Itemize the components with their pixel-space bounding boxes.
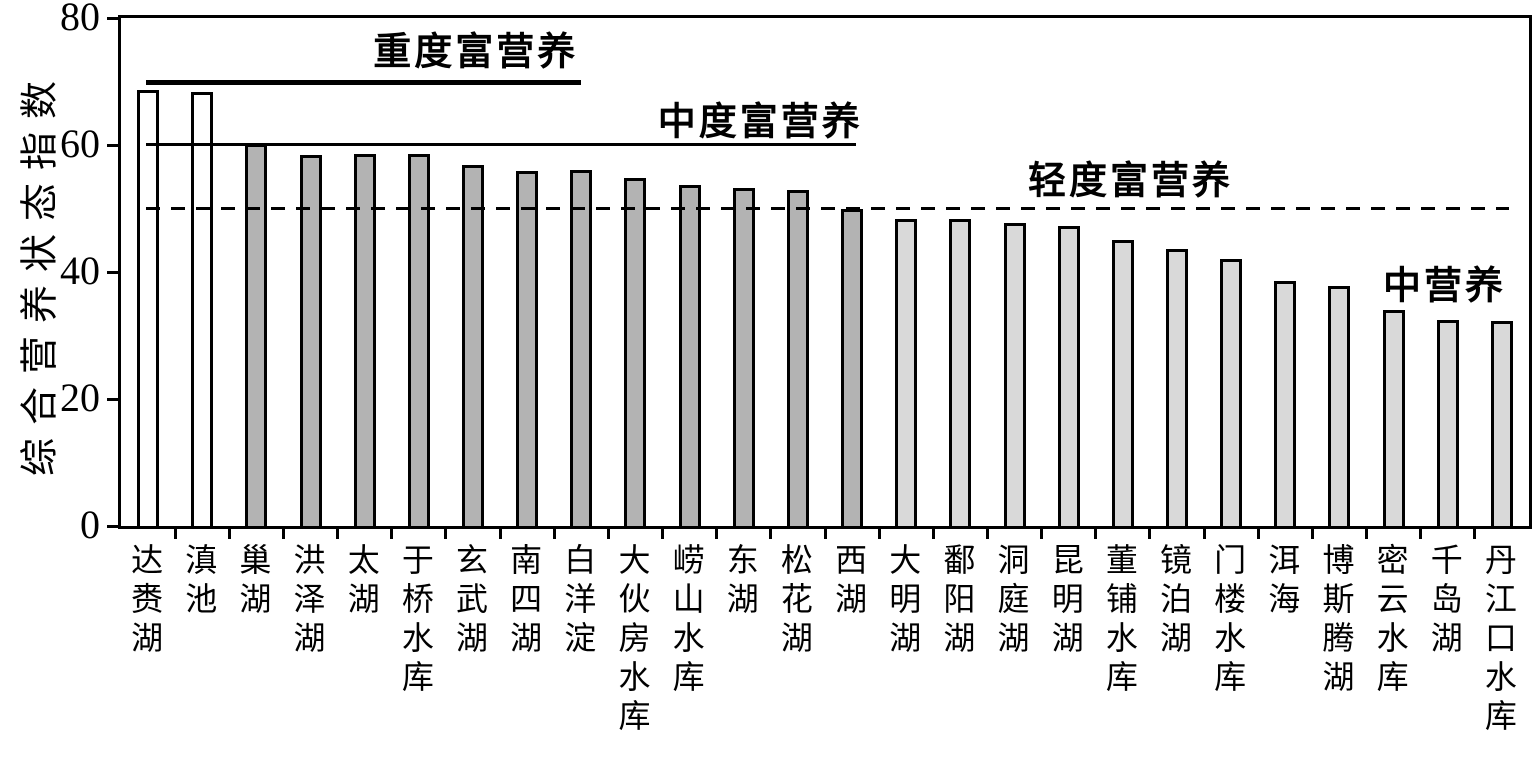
x-tick-1	[173, 526, 177, 539]
x-label-洱海: 洱海	[1264, 543, 1301, 621]
x-tick-23	[1365, 526, 1369, 539]
bar-巢湖	[245, 143, 268, 526]
x-label-大伙房水库: 大伙房水库	[614, 543, 651, 738]
y-tick-20	[107, 397, 118, 401]
bar-太湖	[353, 153, 376, 526]
bar-门楼水库	[1220, 258, 1243, 526]
x-label-达赉湖: 达赉湖	[127, 543, 164, 660]
bar-大伙房水库	[624, 178, 647, 526]
x-label-巢湖: 巢湖	[235, 543, 272, 621]
x-label-董铺水库: 董铺水库	[1101, 543, 1138, 699]
zone-label-中营养: 中营养	[1383, 265, 1507, 308]
bar-千岛湖	[1436, 320, 1459, 526]
x-tick-24	[1419, 526, 1423, 539]
bar-洱海	[1274, 280, 1297, 526]
bar-于桥水库	[407, 153, 430, 526]
x-tick-14	[877, 526, 881, 539]
x-tick-20	[1202, 526, 1206, 539]
x-tick-6	[444, 526, 448, 539]
x-tick-16	[985, 526, 989, 539]
bar-昆明湖	[1057, 226, 1080, 526]
bar-西湖	[841, 209, 864, 526]
x-label-崂山水库: 崂山水库	[668, 543, 705, 699]
reference-line-70	[146, 79, 582, 85]
x-label-玄武湖: 玄武湖	[452, 543, 488, 660]
reference-line-60	[146, 143, 856, 146]
x-label-东湖: 东湖	[722, 543, 759, 621]
zone-label-重度富营养: 重度富营养	[373, 31, 579, 74]
x-label-鄱阳湖: 鄱阳湖	[939, 543, 976, 660]
bar-洞庭湖	[1003, 223, 1026, 526]
x-label-丹江口水库: 丹江口水库	[1480, 543, 1517, 738]
x-tick-12	[769, 526, 773, 539]
bar-大明湖	[895, 219, 918, 526]
y-tick-label-0: 0	[80, 502, 100, 547]
x-label-太湖: 太湖	[343, 543, 380, 621]
bar-洪泽湖	[299, 155, 322, 526]
y-tick-0	[107, 524, 118, 528]
x-label-密云水库: 密云水库	[1372, 543, 1409, 699]
bar-密云水库	[1382, 310, 1405, 526]
x-label-于桥水库: 于桥水库	[397, 543, 434, 699]
x-tick-3	[281, 526, 285, 539]
x-tick-13	[823, 526, 827, 539]
x-tick-15	[931, 526, 935, 539]
bar-董铺水库	[1111, 239, 1134, 526]
x-tick-4	[336, 526, 340, 539]
x-label-西湖: 西湖	[831, 543, 868, 621]
bar-玄武湖	[462, 164, 484, 526]
reference-line-50	[146, 206, 1510, 210]
x-tick-10	[661, 526, 665, 539]
x-axis-labels: 达赉湖 滇池 巢湖 洪泽湖 太湖 于桥水库 玄武湖 南四湖 白洋淀 大伙房水库 崂山水库 东湖 松花湖西…	[118, 543, 1532, 771]
bar-达赉湖	[137, 90, 160, 526]
y-tick-label-80: 80	[60, 0, 100, 39]
x-tick-18	[1094, 526, 1098, 539]
x-label-镜泊湖: 镜泊湖	[1156, 543, 1192, 660]
bar-滇池	[191, 91, 214, 526]
bar-松花湖	[786, 190, 809, 526]
x-tick-7	[498, 526, 502, 539]
x-label-大明湖: 大明湖	[885, 543, 922, 660]
y-tick-label-40: 40	[60, 248, 100, 293]
x-label-松花湖: 松花湖	[776, 543, 813, 660]
bar-鄱阳湖	[949, 219, 972, 526]
x-label-门楼水库: 门楼水库	[1210, 543, 1247, 699]
x-tick-2	[227, 526, 231, 539]
x-tick-25	[1473, 526, 1477, 539]
x-label-南四湖: 南四湖	[506, 543, 543, 660]
bar-南四湖	[516, 171, 539, 526]
x-label-白洋淀: 白洋淀	[560, 543, 597, 660]
x-label-洞庭湖: 洞庭湖	[993, 543, 1030, 660]
y-tick-label-20: 20	[60, 375, 100, 420]
y-tick-60	[107, 143, 118, 147]
x-label-昆明湖: 昆明湖	[1047, 543, 1084, 660]
x-tick-19	[1148, 526, 1152, 539]
zone-label-轻度富营养: 轻度富营养	[1028, 160, 1234, 203]
x-label-千岛湖: 千岛湖	[1426, 543, 1463, 660]
x-tick-17	[1040, 526, 1044, 539]
bar-东湖	[732, 188, 755, 526]
x-label-博斯腾湖: 博斯腾湖	[1318, 543, 1355, 699]
bar-白洋淀	[570, 170, 593, 526]
x-tick-11	[715, 526, 719, 539]
plot-area: 重度富营养中度富营养轻度富营养中营养	[107, 15, 1532, 539]
x-tick-22	[1310, 526, 1314, 539]
x-tick-5	[390, 526, 394, 539]
y-tick-label-60: 60	[60, 121, 100, 166]
x-label-洪泽湖: 洪泽湖	[289, 543, 326, 660]
x-tick-8	[552, 526, 556, 539]
bar-丹江口水库	[1490, 320, 1513, 526]
x-label-滇池: 滇池	[181, 543, 218, 621]
y-tick-80	[107, 16, 118, 20]
bar-博斯腾湖	[1328, 285, 1351, 526]
x-tick-21	[1256, 526, 1260, 539]
bar-崂山水库	[678, 185, 701, 526]
y-tick-40	[107, 270, 118, 274]
zone-label-中度富营养: 中度富营养	[657, 101, 863, 144]
bar-镜泊湖	[1166, 248, 1188, 526]
x-tick-9	[606, 526, 610, 539]
